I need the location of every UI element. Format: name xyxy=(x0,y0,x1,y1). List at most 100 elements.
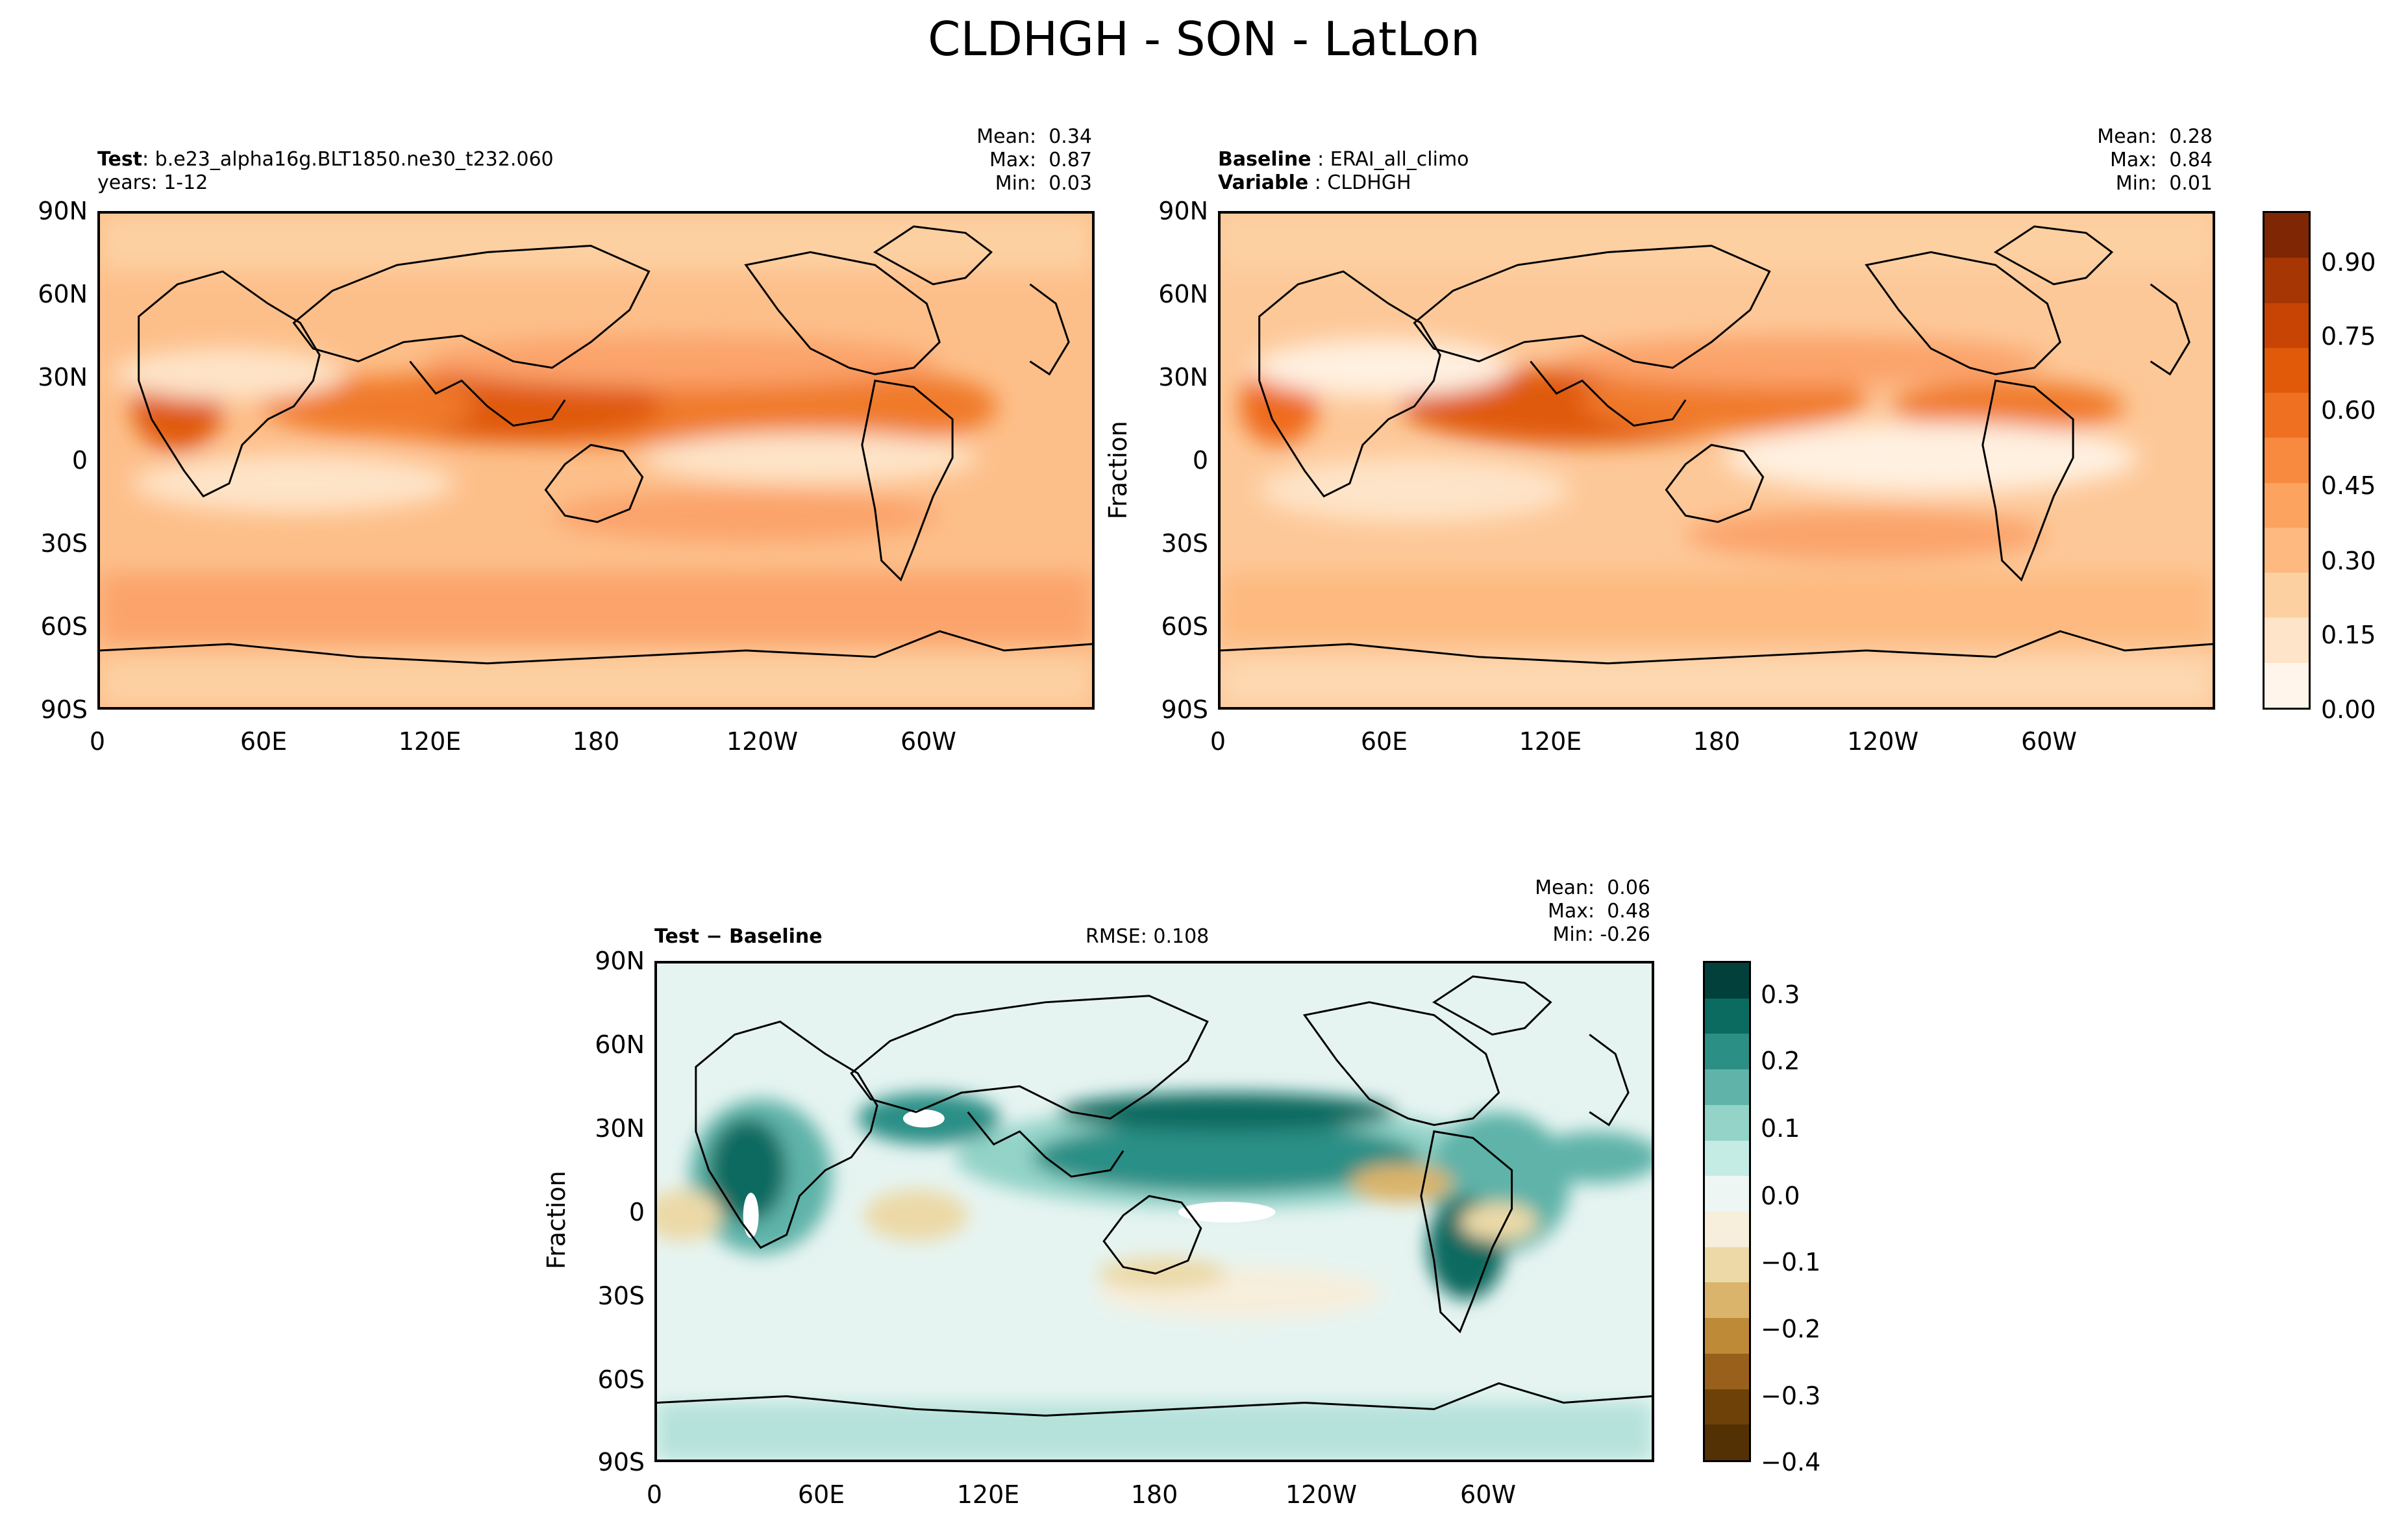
test-ytick-2: 30N xyxy=(38,363,88,392)
diff-colorbar-segment-8 xyxy=(1705,1247,1749,1284)
diff-colorbar-segment-6 xyxy=(1705,1176,1749,1213)
diff-xtick-3: 180 xyxy=(1130,1480,1178,1509)
diff-ytick-0: 90N xyxy=(595,947,645,975)
main-colorbar xyxy=(2263,211,2311,710)
test-xtick-4: 120W xyxy=(726,727,799,756)
baseline-ytick-0: 90N xyxy=(1158,197,1208,225)
diff-cbar-label-0: 0.3 xyxy=(1761,980,1800,1009)
baseline-xtick-0: 0 xyxy=(1210,727,1226,756)
main-colorbar-segment-7 xyxy=(2265,527,2309,574)
coastlines xyxy=(100,225,1092,665)
diff-colorbar-segment-11 xyxy=(1705,1353,1749,1391)
baseline-map-field xyxy=(1221,214,2213,707)
diff-colorbar-segment-2 xyxy=(1705,1034,1749,1071)
diff-ytick-2: 30N xyxy=(595,1114,645,1143)
diff-cbar-label-1: 0.2 xyxy=(1761,1047,1800,1075)
main-colorbar-segment-9 xyxy=(2265,617,2309,664)
test-years: years: 1-12 xyxy=(97,171,208,194)
test-label-text: : b.e23_alpha16g.BLT1850.ne30_t232.060 xyxy=(142,148,554,171)
diff-ytick-1: 60N xyxy=(595,1030,645,1059)
diff-map-field xyxy=(657,963,1652,1460)
baseline-variable-bold: Variable xyxy=(1218,171,1309,194)
main-cbar-label-5: 0.15 xyxy=(2321,621,2376,649)
diff-colorbar-segment-13 xyxy=(1705,1424,1749,1460)
diff-colorbar-segment-3 xyxy=(1705,1069,1749,1106)
test-ytick-3: 0 xyxy=(71,446,88,475)
baseline-label-text: : ERAI_all_climo xyxy=(1311,148,1469,171)
diff-colorbar-segment-10 xyxy=(1705,1318,1749,1355)
test-map-field xyxy=(100,214,1092,707)
baseline-xtick-4: 120W xyxy=(1846,727,1919,756)
diff-label: Test − Baseline xyxy=(654,925,823,948)
baseline-ytick-4: 30S xyxy=(1161,529,1208,558)
baseline-xtick-2: 120E xyxy=(1519,727,1582,756)
diff-colorbar-segment-1 xyxy=(1705,998,1749,1035)
test-label: Test: b.e23_alpha16g.BLT1850.ne30_t232.0… xyxy=(97,148,554,195)
diff-xtick-5: 60W xyxy=(1460,1480,1516,1509)
main-cbar-label-3: 0.45 xyxy=(2321,471,2376,500)
main-cbar-label-0: 0.90 xyxy=(2321,248,2376,277)
test-ytick-1: 60N xyxy=(38,280,88,308)
diff-colorbar-segment-7 xyxy=(1705,1212,1749,1249)
main-colorbar-segment-2 xyxy=(2265,303,2309,349)
diff-ytick-5: 60S xyxy=(597,1365,645,1394)
diff-colorbar-segment-9 xyxy=(1705,1282,1749,1319)
diff-cbar-label-3: 0.0 xyxy=(1761,1182,1800,1210)
baseline-xtick-1: 60E xyxy=(1360,727,1408,756)
diff-stats: Mean: 0.06 Max: 0.48 Min: -0.26 xyxy=(1535,876,1650,946)
diff-ytick-4: 30S xyxy=(597,1282,645,1310)
diff-xtick-1: 60E xyxy=(797,1480,845,1509)
main-colorbar-segment-4 xyxy=(2265,393,2309,439)
diff-colorbar-segment-5 xyxy=(1705,1140,1749,1177)
baseline-ytick-3: 0 xyxy=(1192,446,1208,475)
baseline-ytick-6: 90S xyxy=(1161,695,1208,724)
test-xtick-3: 180 xyxy=(572,727,620,756)
diff-xtick-4: 120W xyxy=(1285,1480,1358,1509)
main-colorbar-segment-10 xyxy=(2265,662,2309,708)
baseline-map xyxy=(1218,211,2215,710)
main-colorbar-segment-1 xyxy=(2265,258,2309,305)
diff-rmse: RMSE: 0.108 xyxy=(1086,925,1210,948)
main-colorbar-segment-3 xyxy=(2265,347,2309,394)
test-ytick-6: 90S xyxy=(40,695,88,724)
main-colorbar-segment-6 xyxy=(2265,482,2309,529)
coastlines xyxy=(657,975,1652,1417)
test-xtick-1: 60E xyxy=(240,727,288,756)
test-xtick-0: 0 xyxy=(89,727,106,756)
main-cbar-label-1: 0.75 xyxy=(2321,322,2376,351)
test-xtick-5: 60W xyxy=(900,727,956,756)
test-ytick-4: 30S xyxy=(40,529,88,558)
test-ytick-5: 60S xyxy=(40,612,88,641)
test-map xyxy=(97,211,1095,710)
baseline-xtick-3: 180 xyxy=(1693,727,1741,756)
main-cbar-label-2: 0.60 xyxy=(2321,396,2376,425)
diff-cbar-label-5: −0.2 xyxy=(1761,1315,1821,1343)
baseline-label: Baseline : ERAI_all_climo Variable : CLD… xyxy=(1218,148,1469,195)
diff-xtick-2: 120E xyxy=(956,1480,1020,1509)
main-cbar-label-4: 0.30 xyxy=(2321,547,2376,575)
diff-ytick-6: 90S xyxy=(597,1448,645,1476)
main-colorbar-segment-8 xyxy=(2265,573,2309,619)
test-label-bold: Test xyxy=(97,148,143,171)
main-colorbar-segment-5 xyxy=(2265,438,2309,484)
coastlines xyxy=(1221,225,2213,665)
baseline-stats: Mean: 0.28 Max: 0.84 Min: 0.01 xyxy=(2097,125,2213,195)
baseline-label-bold: Baseline xyxy=(1218,148,1311,171)
diff-ytick-3: 0 xyxy=(628,1198,645,1226)
baseline-xtick-5: 60W xyxy=(2021,727,2077,756)
diff-cbar-label-4: −0.1 xyxy=(1761,1248,1821,1276)
diff-map xyxy=(654,961,1654,1462)
diff-cbar-label-2: 0.1 xyxy=(1761,1114,1800,1143)
main-cbar-label-6: 0.00 xyxy=(2321,695,2376,724)
test-xtick-2: 120E xyxy=(398,727,462,756)
figure-title: CLDHGH - SON - LatLon xyxy=(928,12,1480,66)
diff-xtick-0: 0 xyxy=(646,1480,663,1509)
baseline-ytick-2: 30N xyxy=(1158,363,1208,392)
diff-cbar-label-6: −0.3 xyxy=(1761,1382,1821,1410)
diff-colorbar-segment-12 xyxy=(1705,1389,1749,1426)
baseline-ytick-5: 60S xyxy=(1161,612,1208,641)
test-ytick-0: 90N xyxy=(38,197,88,225)
diff-cbar-label-7: −0.4 xyxy=(1761,1448,1821,1476)
diff-colorbar-segment-0 xyxy=(1705,963,1749,1000)
baseline-variable-text: : CLDHGH xyxy=(1308,171,1411,194)
